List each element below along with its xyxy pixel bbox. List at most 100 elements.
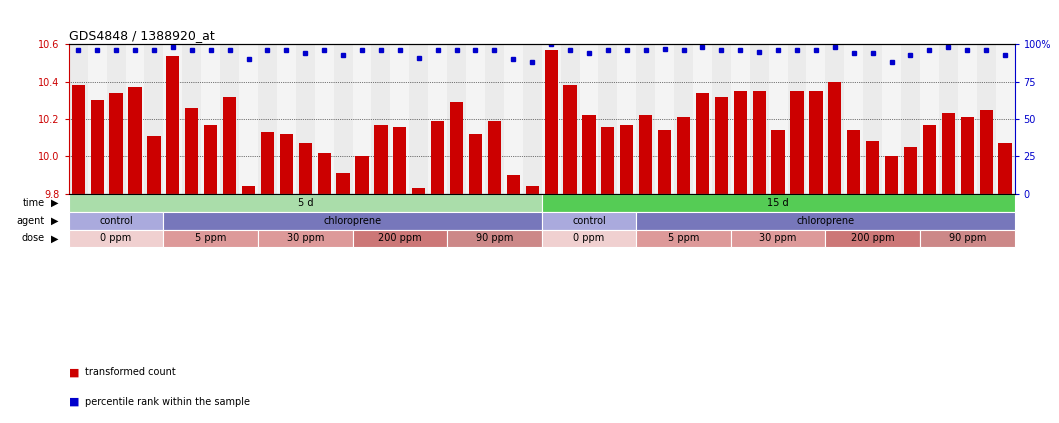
Text: time: time xyxy=(22,198,44,208)
Bar xyxy=(863,44,882,194)
Bar xyxy=(693,44,712,194)
Bar xyxy=(617,44,636,194)
Text: ■: ■ xyxy=(69,367,79,377)
Bar xyxy=(731,230,825,247)
Bar xyxy=(790,91,804,194)
Bar xyxy=(258,230,353,247)
Bar xyxy=(109,93,123,194)
Bar xyxy=(506,175,520,194)
Bar xyxy=(201,44,220,194)
Bar xyxy=(920,44,939,194)
Bar xyxy=(488,121,501,194)
Bar xyxy=(318,153,330,194)
Bar xyxy=(356,157,369,194)
Text: 5 ppm: 5 ppm xyxy=(195,233,227,244)
Text: 30 ppm: 30 ppm xyxy=(287,233,324,244)
Bar xyxy=(560,44,579,194)
Text: 5 ppm: 5 ppm xyxy=(668,233,699,244)
Bar xyxy=(107,44,126,194)
Bar xyxy=(901,44,920,194)
Bar xyxy=(731,44,750,194)
Bar xyxy=(922,125,936,194)
Bar xyxy=(939,44,957,194)
Bar xyxy=(542,212,636,230)
Bar xyxy=(621,125,633,194)
Bar xyxy=(72,85,85,194)
Bar xyxy=(147,136,161,194)
Bar xyxy=(412,188,426,194)
Text: dose: dose xyxy=(21,233,44,244)
Bar xyxy=(337,173,349,194)
Bar xyxy=(128,87,142,194)
Bar xyxy=(753,91,766,194)
Bar xyxy=(844,44,863,194)
Bar xyxy=(295,44,315,194)
Bar xyxy=(223,97,236,194)
Bar xyxy=(734,91,747,194)
Text: ▶: ▶ xyxy=(51,216,58,225)
Bar xyxy=(447,44,466,194)
Bar xyxy=(656,44,675,194)
Bar xyxy=(847,130,860,194)
Bar xyxy=(598,44,617,194)
Bar xyxy=(920,230,1015,247)
Bar xyxy=(769,44,788,194)
Bar xyxy=(163,44,182,194)
Text: chloroprene: chloroprene xyxy=(796,216,855,225)
Bar xyxy=(750,44,769,194)
Bar xyxy=(828,82,842,194)
Bar xyxy=(239,44,258,194)
Text: GDS4848 / 1388920_at: GDS4848 / 1388920_at xyxy=(69,29,215,42)
Text: ■: ■ xyxy=(69,397,79,407)
Bar xyxy=(636,230,731,247)
Bar xyxy=(866,141,879,194)
Bar xyxy=(393,126,407,194)
Text: 30 ppm: 30 ppm xyxy=(759,233,796,244)
Bar xyxy=(961,117,974,194)
Bar xyxy=(542,230,636,247)
Bar xyxy=(904,147,917,194)
Bar xyxy=(602,126,614,194)
Text: control: control xyxy=(100,216,133,225)
Bar xyxy=(544,50,558,194)
Bar xyxy=(485,44,504,194)
Bar xyxy=(182,44,201,194)
Bar xyxy=(185,108,198,194)
Text: transformed count: transformed count xyxy=(85,367,176,377)
Bar xyxy=(882,44,901,194)
Text: ▶: ▶ xyxy=(51,198,58,208)
Text: 5 d: 5 d xyxy=(298,198,313,208)
Bar xyxy=(563,85,577,194)
Bar xyxy=(126,44,144,194)
Bar xyxy=(163,230,258,247)
Bar xyxy=(976,44,995,194)
Text: 15 d: 15 d xyxy=(768,198,789,208)
Bar xyxy=(391,44,409,194)
Bar xyxy=(241,186,255,194)
Bar xyxy=(258,44,276,194)
Bar xyxy=(677,117,690,194)
Bar xyxy=(941,113,955,194)
Bar xyxy=(374,125,388,194)
Text: 200 ppm: 200 ppm xyxy=(378,233,421,244)
Bar xyxy=(636,212,1015,230)
Bar xyxy=(504,44,523,194)
Bar xyxy=(409,44,428,194)
Bar xyxy=(825,44,844,194)
Text: agent: agent xyxy=(16,216,44,225)
Text: percentile rank within the sample: percentile rank within the sample xyxy=(85,397,250,407)
Bar xyxy=(69,212,163,230)
Bar xyxy=(957,44,976,194)
Text: 0 ppm: 0 ppm xyxy=(573,233,605,244)
Bar xyxy=(825,230,920,247)
Text: chloroprene: chloroprene xyxy=(323,216,381,225)
Bar xyxy=(809,91,823,194)
Bar xyxy=(261,132,274,194)
Text: 90 ppm: 90 ppm xyxy=(475,233,513,244)
Bar xyxy=(447,230,542,247)
Bar xyxy=(525,186,539,194)
Bar xyxy=(91,100,104,194)
Bar xyxy=(372,44,391,194)
Bar xyxy=(299,143,312,194)
Bar xyxy=(469,134,482,194)
